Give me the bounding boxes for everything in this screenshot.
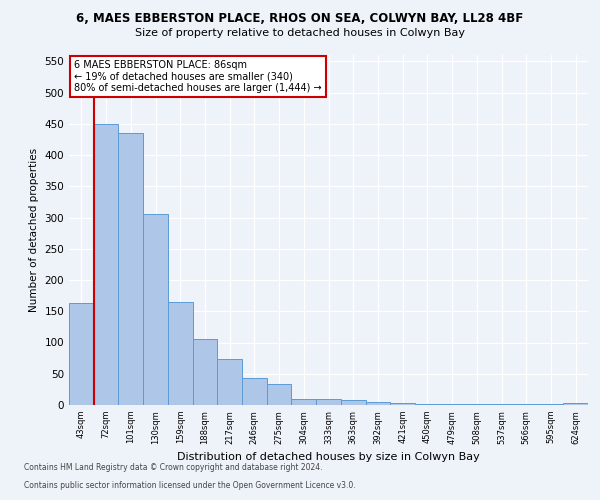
Bar	[489, 404, 514, 405]
Bar	[365, 402, 390, 405]
Bar	[563, 402, 588, 405]
Bar	[440, 404, 464, 405]
Bar	[193, 340, 217, 405]
Bar	[217, 360, 242, 405]
Text: Contains HM Land Registry data © Crown copyright and database right 2024.: Contains HM Land Registry data © Crown c…	[24, 464, 323, 472]
Bar	[143, 214, 168, 405]
Bar	[464, 404, 489, 405]
Bar	[168, 302, 193, 405]
Bar	[539, 404, 563, 405]
Bar	[292, 399, 316, 405]
Text: Size of property relative to detached houses in Colwyn Bay: Size of property relative to detached ho…	[135, 28, 465, 38]
Bar	[267, 384, 292, 405]
Text: 6, MAES EBBERSTON PLACE, RHOS ON SEA, COLWYN BAY, LL28 4BF: 6, MAES EBBERSTON PLACE, RHOS ON SEA, CO…	[76, 12, 524, 26]
Bar	[69, 303, 94, 405]
Bar	[242, 378, 267, 405]
Y-axis label: Number of detached properties: Number of detached properties	[29, 148, 39, 312]
Bar	[390, 403, 415, 405]
Bar	[118, 133, 143, 405]
Text: 6 MAES EBBERSTON PLACE: 86sqm
← 19% of detached houses are smaller (340)
80% of : 6 MAES EBBERSTON PLACE: 86sqm ← 19% of d…	[74, 60, 322, 94]
Bar	[514, 404, 539, 405]
Bar	[94, 124, 118, 405]
Text: Contains public sector information licensed under the Open Government Licence v3: Contains public sector information licen…	[24, 481, 356, 490]
Bar	[415, 404, 440, 405]
Bar	[316, 399, 341, 405]
X-axis label: Distribution of detached houses by size in Colwyn Bay: Distribution of detached houses by size …	[177, 452, 480, 462]
Bar	[341, 400, 365, 405]
